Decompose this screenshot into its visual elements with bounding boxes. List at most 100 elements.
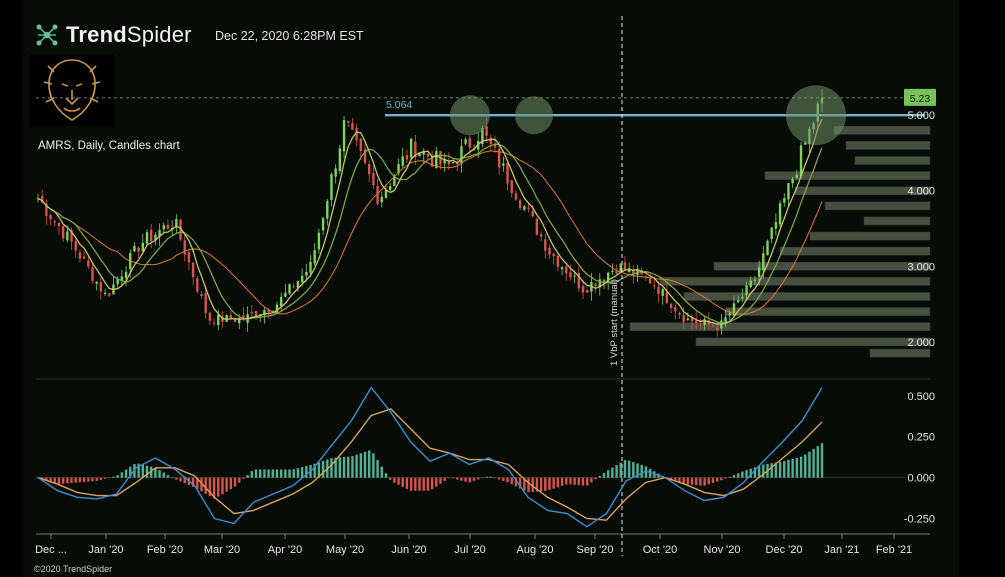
macd-histogram-bar: [720, 477, 723, 481]
macd-histogram-bar: [535, 477, 539, 492]
candle: [799, 145, 803, 177]
candle: [321, 218, 325, 231]
macd-histogram-bar: [397, 477, 400, 485]
candle: [95, 281, 98, 284]
candle: [749, 280, 752, 287]
macd-histogram-bar: [145, 465, 149, 478]
macd-histogram-bar: [644, 466, 648, 478]
candle: [187, 252, 191, 263]
macd-histogram-bar: [485, 476, 488, 478]
candle: [435, 151, 438, 168]
candle: [489, 137, 492, 145]
candle: [774, 221, 778, 229]
candle: [757, 267, 761, 277]
candle: [271, 310, 274, 312]
candle: [678, 313, 681, 315]
vbp-start-annotation: 1 VbP start (manual): [609, 279, 620, 366]
macd-histogram-bar: [443, 477, 446, 481]
candle: [393, 176, 396, 186]
candle: [627, 268, 631, 273]
macd-histogram-bar: [347, 456, 350, 478]
macd-histogram-bar: [409, 477, 413, 491]
candle: [409, 138, 413, 158]
candle: [506, 162, 509, 184]
macd-histogram-bar: [355, 454, 358, 478]
macd-histogram-bar: [200, 477, 203, 492]
macd-histogram-bar: [472, 477, 476, 481]
macd-histogram-bar: [363, 451, 367, 478]
candle: [275, 304, 279, 314]
candle: [405, 155, 409, 160]
volume-profile-bar: [629, 322, 931, 331]
macd-histogram-bar: [518, 477, 522, 489]
candle: [468, 138, 472, 148]
macd-histogram-bar: [330, 458, 333, 478]
candle: [778, 203, 782, 225]
macd-histogram-bar: [590, 477, 593, 483]
macd-histogram-bar: [468, 477, 472, 483]
x-axis-tick: Feb '20: [147, 544, 183, 556]
macd-histogram-bar: [254, 469, 258, 478]
macd-histogram-bar: [669, 477, 673, 480]
candle: [414, 141, 417, 158]
macd-histogram-bar: [514, 477, 518, 487]
macd-histogram-bar: [619, 462, 622, 478]
x-axis-tick: Dec ...: [35, 544, 67, 556]
candle: [783, 198, 786, 203]
ma-slow-line: [37, 150, 823, 315]
macd-histogram-bar: [263, 469, 266, 478]
macd-histogram-bar: [464, 477, 467, 482]
volume-profile-bar: [713, 262, 931, 271]
macd-histogram-bar: [120, 472, 124, 478]
macd-histogram-bar: [426, 477, 430, 491]
highlight-circle: [450, 95, 490, 136]
candle: [791, 178, 794, 184]
candle: [690, 317, 694, 322]
macd-histogram-bar: [502, 477, 505, 481]
macd-histogram-bar: [158, 470, 161, 478]
x-axis-tick: Apr '20: [268, 544, 303, 556]
candle: [91, 267, 94, 281]
candle: [372, 173, 375, 186]
macd-histogram-bar: [183, 477, 186, 484]
x-axis-tick: Jul '20: [454, 544, 485, 556]
candle: [326, 201, 329, 219]
candle: [611, 270, 614, 272]
macd-histogram-bar: [112, 476, 115, 478]
macd-histogram-bar: [384, 473, 388, 478]
candle: [770, 227, 773, 239]
macd-histogram-bar: [791, 458, 794, 478]
macd-histogram-bar: [695, 477, 698, 486]
candle: [745, 285, 748, 296]
macd-histogram-bar: [221, 477, 224, 495]
macd-histogram-bar: [242, 477, 245, 479]
lion-logo: [30, 54, 114, 126]
candle: [732, 303, 736, 316]
macd-histogram-bar: [690, 477, 694, 485]
candle: [795, 174, 799, 178]
candle: [66, 231, 69, 241]
spider-logo-icon: [36, 24, 58, 46]
macd-histogram-bar: [82, 477, 86, 482]
macd-histogram-bar: [506, 477, 509, 483]
macd-histogram-bar: [137, 463, 140, 478]
candle: [141, 242, 145, 252]
candle: [686, 318, 690, 321]
candle: [384, 189, 388, 198]
candle: [539, 234, 543, 237]
candle: [162, 225, 165, 230]
candle: [497, 148, 501, 168]
macd-histogram-bar: [279, 469, 283, 478]
candle: [464, 139, 467, 144]
candle: [183, 240, 186, 255]
candle: [53, 221, 56, 223]
macd-histogram-bar: [678, 477, 681, 483]
macd-histogram-bar: [129, 466, 132, 478]
candle: [552, 253, 555, 257]
candle: [351, 122, 354, 130]
candle: [665, 291, 669, 304]
macd-histogram-bar: [53, 477, 56, 484]
candle: [586, 289, 589, 293]
candle: [514, 193, 518, 200]
candle: [430, 156, 434, 167]
